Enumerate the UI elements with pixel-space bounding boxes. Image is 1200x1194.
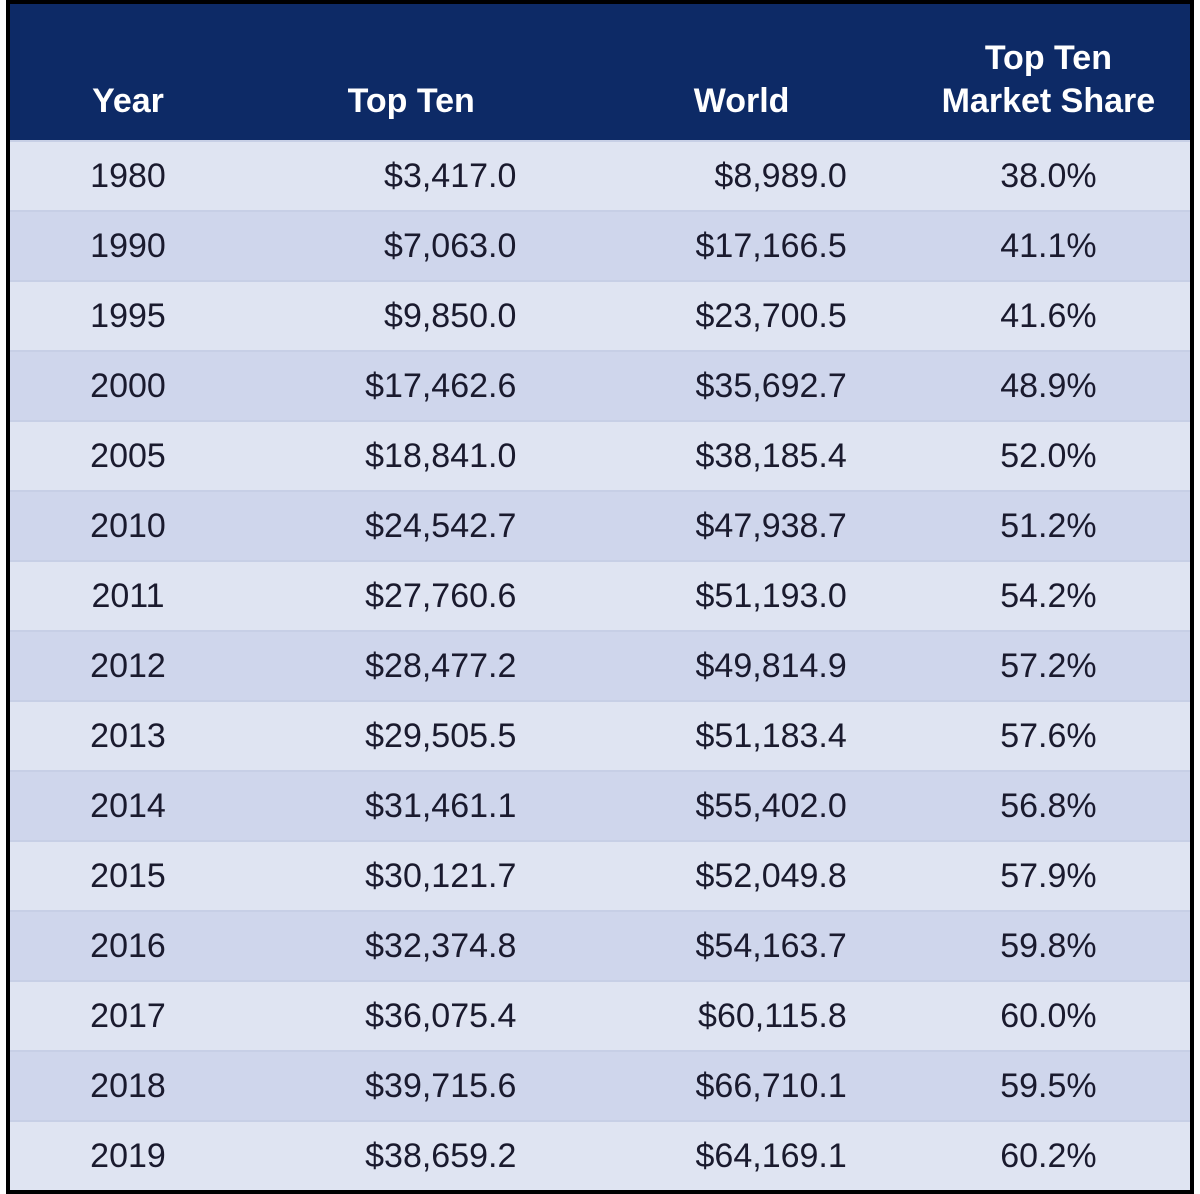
table-row: 1990 $7,063.0 $17,166.5 41.1% [10, 211, 1190, 281]
cell-world: $55,402.0 [576, 771, 906, 841]
cell-world: $66,710.1 [576, 1051, 906, 1121]
cell-year: 2013 [10, 701, 246, 771]
market-share-table-container: Year Top Ten World Top TenMarket Share 1… [6, 0, 1194, 1194]
cell-year: 2018 [10, 1051, 246, 1121]
table-body: 1980 $3,417.0 $8,989.0 38.0% 1990 $7,063… [10, 141, 1190, 1190]
col-header-top-ten: Top Ten [246, 4, 576, 141]
cell-share: 41.1% [907, 211, 1190, 281]
cell-share: 41.6% [907, 281, 1190, 351]
cell-share: 51.2% [907, 491, 1190, 561]
cell-share: 56.8% [907, 771, 1190, 841]
cell-top: $3,417.0 [246, 141, 576, 211]
cell-year: 2017 [10, 981, 246, 1051]
table-row: 2010 $24,542.7 $47,938.7 51.2% [10, 491, 1190, 561]
cell-share: 60.0% [907, 981, 1190, 1051]
table-row: 1995 $9,850.0 $23,700.5 41.6% [10, 281, 1190, 351]
table-row: 2005 $18,841.0 $38,185.4 52.0% [10, 421, 1190, 491]
cell-share: 38.0% [907, 141, 1190, 211]
table-row: 2011 $27,760.6 $51,193.0 54.2% [10, 561, 1190, 631]
table-row: 2018 $39,715.6 $66,710.1 59.5% [10, 1051, 1190, 1121]
market-share-table: Year Top Ten World Top TenMarket Share 1… [10, 4, 1190, 1190]
cell-year: 2000 [10, 351, 246, 421]
cell-share: 54.2% [907, 561, 1190, 631]
cell-top: $17,462.6 [246, 351, 576, 421]
cell-top: $31,461.1 [246, 771, 576, 841]
col-header-market-share: Top TenMarket Share [907, 4, 1190, 141]
cell-world: $47,938.7 [576, 491, 906, 561]
cell-world: $23,700.5 [576, 281, 906, 351]
cell-top: $27,760.6 [246, 561, 576, 631]
cell-share: 60.2% [907, 1121, 1190, 1190]
cell-top: $30,121.7 [246, 841, 576, 911]
table-row: 1980 $3,417.0 $8,989.0 38.0% [10, 141, 1190, 211]
cell-world: $52,049.8 [576, 841, 906, 911]
cell-year: 1990 [10, 211, 246, 281]
table-row: 2015 $30,121.7 $52,049.8 57.9% [10, 841, 1190, 911]
cell-top: $24,542.7 [246, 491, 576, 561]
cell-year: 2016 [10, 911, 246, 981]
col-header-world: World [576, 4, 906, 141]
cell-world: $35,692.7 [576, 351, 906, 421]
cell-top: $36,075.4 [246, 981, 576, 1051]
table-row: 2017 $36,075.4 $60,115.8 60.0% [10, 981, 1190, 1051]
cell-share: 52.0% [907, 421, 1190, 491]
cell-top: $28,477.2 [246, 631, 576, 701]
cell-world: $38,185.4 [576, 421, 906, 491]
cell-world: $8,989.0 [576, 141, 906, 211]
table-row: 2016 $32,374.8 $54,163.7 59.8% [10, 911, 1190, 981]
col-header-year: Year [10, 4, 246, 141]
cell-world: $51,183.4 [576, 701, 906, 771]
table-row: 2000 $17,462.6 $35,692.7 48.9% [10, 351, 1190, 421]
cell-year: 1980 [10, 141, 246, 211]
cell-top: $38,659.2 [246, 1121, 576, 1190]
cell-top: $32,374.8 [246, 911, 576, 981]
cell-year: 2005 [10, 421, 246, 491]
cell-top: $9,850.0 [246, 281, 576, 351]
cell-top: $18,841.0 [246, 421, 576, 491]
cell-share: 57.6% [907, 701, 1190, 771]
cell-world: $51,193.0 [576, 561, 906, 631]
table-row: 2012 $28,477.2 $49,814.9 57.2% [10, 631, 1190, 701]
cell-world: $49,814.9 [576, 631, 906, 701]
cell-world: $64,169.1 [576, 1121, 906, 1190]
cell-year: 2019 [10, 1121, 246, 1190]
cell-year: 2011 [10, 561, 246, 631]
table-header-row: Year Top Ten World Top TenMarket Share [10, 4, 1190, 141]
cell-share: 48.9% [907, 351, 1190, 421]
cell-year: 2012 [10, 631, 246, 701]
cell-top: $39,715.6 [246, 1051, 576, 1121]
table-row: 2013 $29,505.5 $51,183.4 57.6% [10, 701, 1190, 771]
table-row: 2019 $38,659.2 $64,169.1 60.2% [10, 1121, 1190, 1190]
cell-world: $54,163.7 [576, 911, 906, 981]
cell-world: $17,166.5 [576, 211, 906, 281]
cell-year: 2015 [10, 841, 246, 911]
cell-top: $29,505.5 [246, 701, 576, 771]
cell-year: 2010 [10, 491, 246, 561]
table-row: 2014 $31,461.1 $55,402.0 56.8% [10, 771, 1190, 841]
cell-share: 57.9% [907, 841, 1190, 911]
cell-year: 2014 [10, 771, 246, 841]
cell-share: 57.2% [907, 631, 1190, 701]
cell-share: 59.8% [907, 911, 1190, 981]
cell-share: 59.5% [907, 1051, 1190, 1121]
cell-year: 1995 [10, 281, 246, 351]
cell-top: $7,063.0 [246, 211, 576, 281]
cell-world: $60,115.8 [576, 981, 906, 1051]
